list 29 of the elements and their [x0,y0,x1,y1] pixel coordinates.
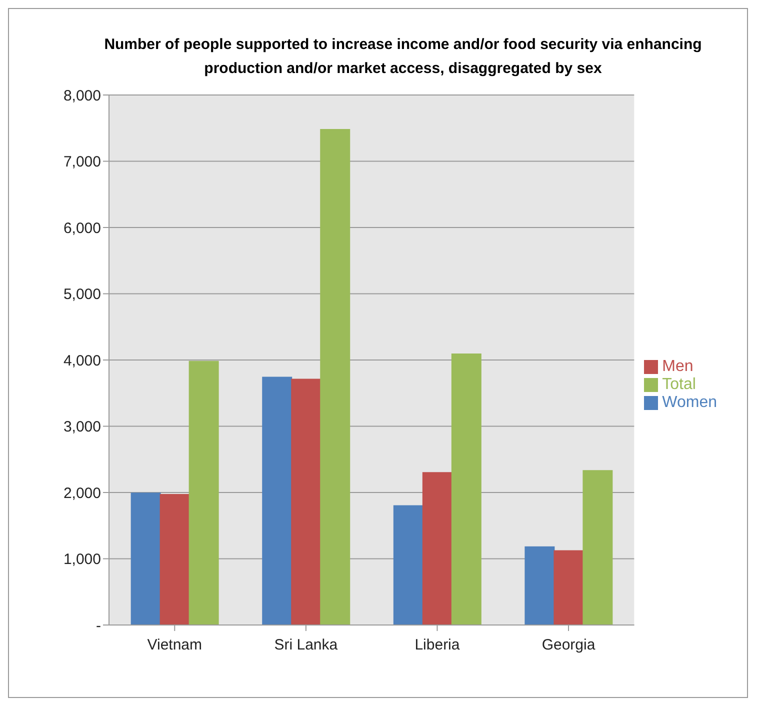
y-tick-label: 7,000 [63,154,101,171]
x-tick-label: Sri Lanka [274,636,338,654]
bar [554,550,584,625]
y-tick-label: 5,000 [63,286,101,304]
bar [160,494,190,625]
bar [130,492,161,625]
legend-label: Women [662,394,717,411]
x-tick-label: Georgia [542,636,596,654]
bar [393,505,424,625]
x-tick-label: Vietnam [147,636,202,654]
y-tick-label: 3,000 [63,418,101,436]
bar [262,376,292,625]
bar [451,354,482,625]
y-tick-label: 1,000 [63,551,101,568]
bar [524,546,555,625]
bar [320,128,350,625]
bar [422,472,452,625]
legend-label: Total [662,376,696,393]
chart-title: Number of people supported to increase income and/or food security via enhancing production and/or market access, disaggregated by sex [103,35,703,79]
bar [291,378,322,625]
y-tick-label: 2,000 [63,484,101,502]
x-tick-label: Liberia [414,636,460,654]
y-tick-label: 6,000 [63,220,101,237]
y-tick-label: 4,000 [63,352,101,370]
y-tick-label: - [96,617,101,634]
y-tick-label: 8,000 [63,87,101,104]
legend-label: Men [662,358,694,375]
bar [188,360,219,625]
bar [582,470,613,625]
